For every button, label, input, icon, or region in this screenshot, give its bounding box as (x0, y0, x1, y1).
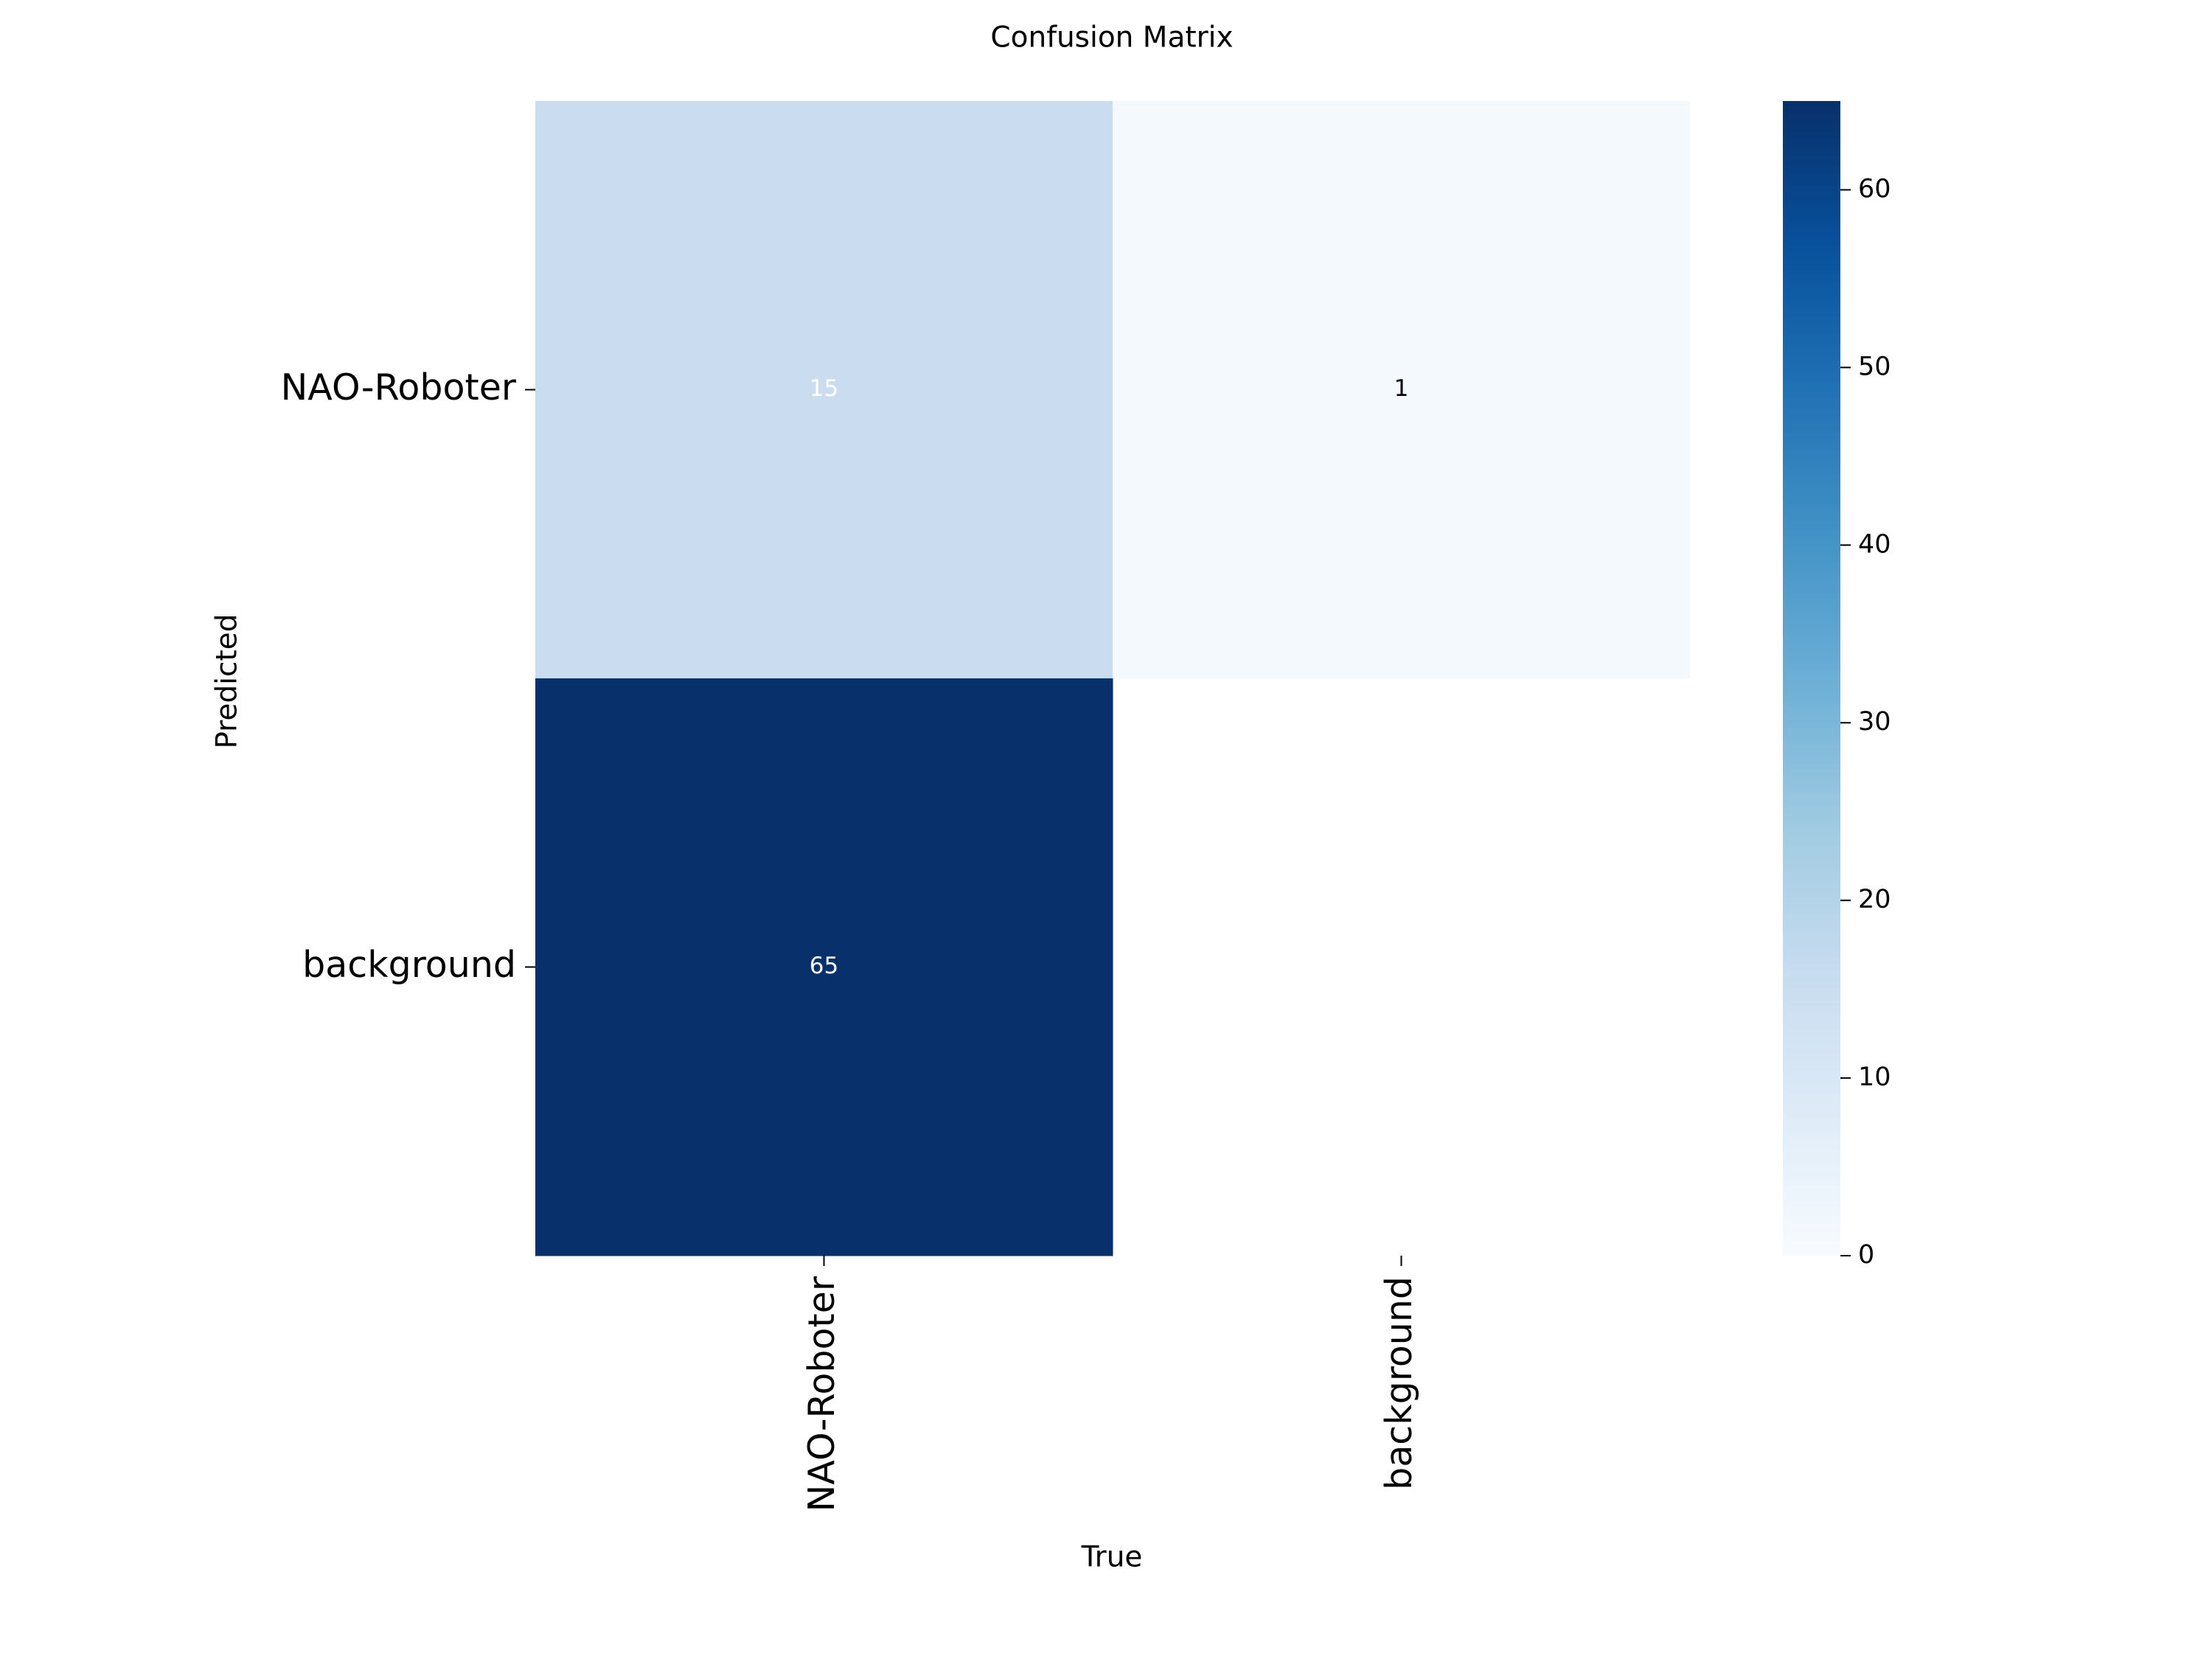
colorbar-tick-label: 20 (1858, 885, 1891, 914)
cell-value-label: 15 (810, 375, 838, 402)
y-tick-label: background (302, 944, 516, 986)
y-axis: NAO-Roboter background (281, 366, 535, 986)
colorbar-tick-label: 10 (1858, 1062, 1891, 1092)
cell-value-label: 1 (1394, 375, 1409, 402)
x-axis-label: True (1081, 1541, 1143, 1574)
x-tick-label: background (1378, 1276, 1420, 1490)
x-tick-label: NAO-Roboter (801, 1276, 843, 1512)
heatmap-cell-labels: 15 1 65 (810, 375, 1409, 979)
heatmap-cell-nao-roboter-nao-roboter (535, 101, 1113, 679)
heatmap-cell-background-nao-roboter (535, 678, 1113, 1256)
chart-title: Confusion Matrix (990, 21, 1233, 55)
x-axis: NAO-Roboter background (801, 1256, 1420, 1512)
y-tick-label: NAO-Roboter (281, 366, 517, 408)
heatmap-cell-nao-roboter-background (1113, 101, 1691, 679)
colorbar-tick-label: 0 (1858, 1240, 1874, 1270)
cell-value-label: 65 (810, 953, 838, 979)
colorbar-gradient (1783, 101, 1840, 1256)
colorbar-tick-label: 60 (1858, 174, 1891, 204)
colorbar-tick-label: 50 (1858, 352, 1891, 381)
colorbar-tick-label: 40 (1858, 529, 1891, 559)
colorbar: 0 10 20 30 40 50 60 (1783, 101, 1891, 1270)
y-axis-label: Predicted (211, 613, 244, 748)
heatmap-cells (535, 101, 1691, 1256)
colorbar-tick-label: 30 (1858, 707, 1891, 737)
